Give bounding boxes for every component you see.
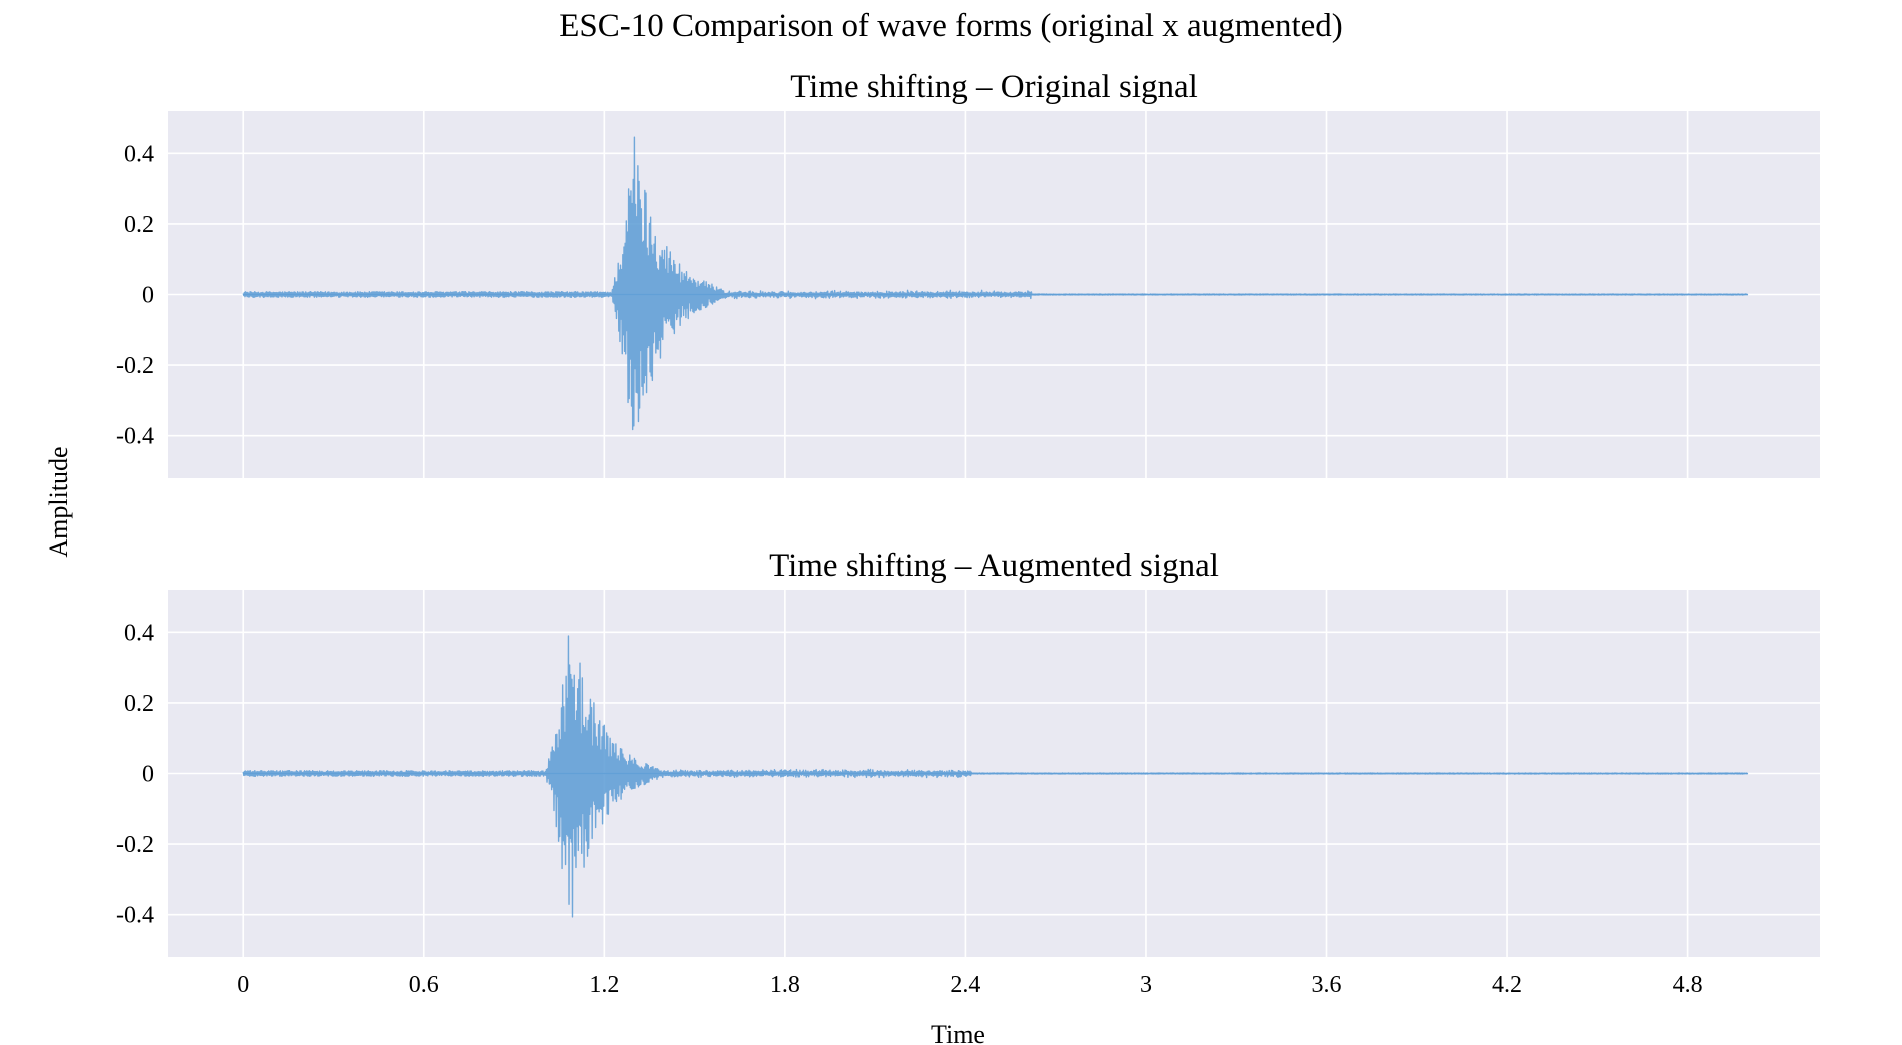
- y-tick-label: 0.4: [124, 620, 154, 646]
- x-axis-label: Time: [931, 1020, 985, 1045]
- y-tick-label: 0.2: [124, 212, 154, 238]
- augmented-signal-panel: Time shifting – Augmented signal 0.4 0.2 0 -…: [116, 548, 1820, 998]
- x-tick-label: 1.2: [589, 972, 619, 998]
- y-axis-label: Amplitude: [44, 446, 73, 557]
- y-tick-label: -0.2: [116, 832, 154, 858]
- y-tick-label: 0.2: [124, 691, 154, 717]
- x-tick-label: 4.8: [1673, 972, 1703, 998]
- x-tick-label: 0: [237, 972, 249, 998]
- x-tick-label: 2.4: [950, 972, 980, 998]
- y-tick-label: -0.4: [116, 424, 154, 450]
- figure-title: ESC-10 Comparison of wave forms (origina…: [559, 8, 1343, 44]
- panel-title: Time shifting – Augmented signal: [769, 548, 1219, 584]
- y-tick-label: -0.4: [116, 903, 154, 929]
- y-tick-label: -0.2: [116, 353, 154, 379]
- x-tick-label: 3: [1140, 972, 1152, 998]
- y-tick-label: 0: [142, 283, 154, 309]
- x-tick-label: 3.6: [1312, 972, 1342, 998]
- x-tick-label: 4.2: [1492, 972, 1522, 998]
- panel-title: Time shifting – Original signal: [790, 69, 1198, 105]
- x-tick-label: 0.6: [409, 972, 439, 998]
- x-tick-label: 1.8: [770, 972, 800, 998]
- y-tick-label: 0.4: [124, 141, 154, 167]
- y-tick-label: 0: [142, 762, 154, 788]
- original-signal-panel: Time shifting – Original signal 0.4 0.2 0 -0…: [116, 69, 1820, 478]
